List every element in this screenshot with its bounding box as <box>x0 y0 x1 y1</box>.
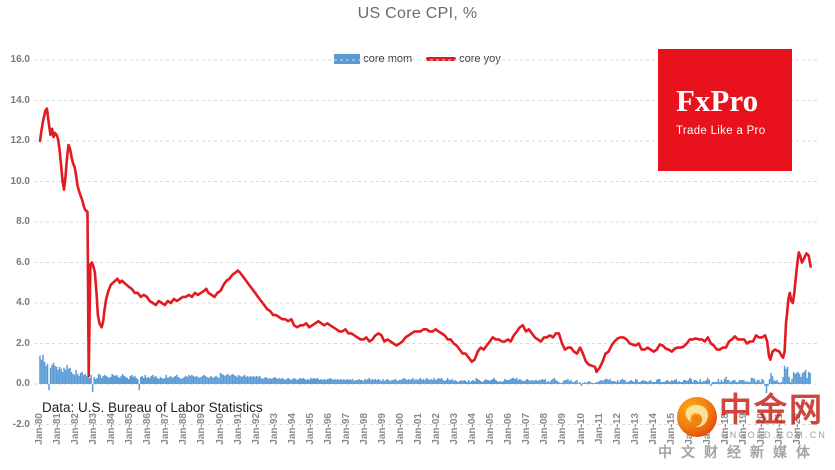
source-note: Data: U.S. Bureau of Labor Statistics <box>42 400 263 415</box>
x-axis-label: Jan-89 <box>196 413 208 445</box>
x-axis-label: Jan-80 <box>34 413 45 445</box>
x-axis-label: Jan-84 <box>106 413 118 445</box>
y-axis-label: 12.0 <box>10 135 30 146</box>
legend-item-core-mom: core mom <box>334 53 412 65</box>
y-axis-label: 0.0 <box>16 378 30 389</box>
x-axis-label: Jan-11 <box>593 413 605 445</box>
chart-title: US Core CPI, % <box>357 5 478 22</box>
watermark-tagline: 中文财经新媒体 <box>658 444 819 460</box>
y-axis-label: 16.0 <box>10 54 30 65</box>
legend-label-core-yoy: core yoy <box>459 53 501 65</box>
legend-item-core-yoy: core yoy <box>426 53 501 65</box>
x-axis-label: Jan-87 <box>160 413 172 445</box>
x-axis-label: Jan-06 <box>503 413 515 445</box>
x-axis-label: Jan-01 <box>413 413 425 445</box>
x-axis-label: Jan-09 <box>557 413 569 445</box>
x-axis-label: Jan-81 <box>52 413 64 445</box>
legend-label-core-mom: core mom <box>363 53 413 65</box>
watermark-cloud-swirl-icon <box>677 397 717 437</box>
fxpro-logo: FxPro Trade Like a Pro <box>658 49 792 171</box>
x-axis-label: Jan-82 <box>70 413 82 445</box>
x-axis-label: Jan-07 <box>521 413 533 445</box>
x-axis-label: Jan-99 <box>376 413 388 445</box>
x-axis-label: Jan-83 <box>88 413 100 445</box>
x-axis-label: Jan-93 <box>268 413 280 445</box>
x-axis-label: Jan-88 <box>178 413 190 445</box>
x-axis-label: Jan-10 <box>575 413 587 445</box>
x-axis-label: Jan-86 <box>142 413 154 445</box>
fxpro-logo-name: FxPro <box>676 83 759 118</box>
x-axis-label: Jan-95 <box>304 413 316 445</box>
x-axis-label: Jan-08 <box>539 413 551 445</box>
x-axis-label: Jan-13 <box>629 413 641 445</box>
fxpro-logo-tagline: Trade Like a Pro <box>676 125 766 137</box>
y-axis-label: 10.0 <box>10 175 30 187</box>
y-axis-label: 4.0 <box>16 297 30 308</box>
legend-swatch-core-mom-icon <box>334 54 361 64</box>
y-axis-label: 14.0 <box>10 94 30 106</box>
y-axis-label: -2.0 <box>12 418 30 430</box>
x-axis-label: Jan-12 <box>611 413 623 445</box>
x-axis-label: Jan-97 <box>340 413 352 445</box>
x-axis-label: Jan-91 <box>232 413 244 445</box>
x-axis-label: Jan-90 <box>214 413 226 445</box>
x-axis-label: Jan-96 <box>322 413 334 445</box>
y-axis-label: 2.0 <box>16 337 30 349</box>
x-axis-label: Jan-02 <box>431 413 443 445</box>
x-axis-label: Jan-03 <box>449 413 461 445</box>
legend-line-core-yoy-icon <box>426 57 457 61</box>
x-axis-label: Jan-04 <box>467 413 479 445</box>
y-axis-label: 6.0 <box>16 256 30 268</box>
y-axis-label: 8.0 <box>16 216 30 227</box>
x-axis-label: Jan-92 <box>250 413 262 445</box>
x-axis-label: Jan-05 <box>485 413 497 445</box>
x-axis-label: Jan-85 <box>124 413 136 445</box>
chart-legend: core mom core yoy <box>0 53 835 65</box>
watermark-domain: CNGOLD.COM.CN <box>721 430 828 440</box>
x-axis-label: Jan-94 <box>286 413 298 445</box>
watermark-brand: 中金网 <box>719 391 824 428</box>
x-axis-label: Jan-00 <box>395 413 406 445</box>
x-axis-label: Jan-98 <box>358 413 370 445</box>
